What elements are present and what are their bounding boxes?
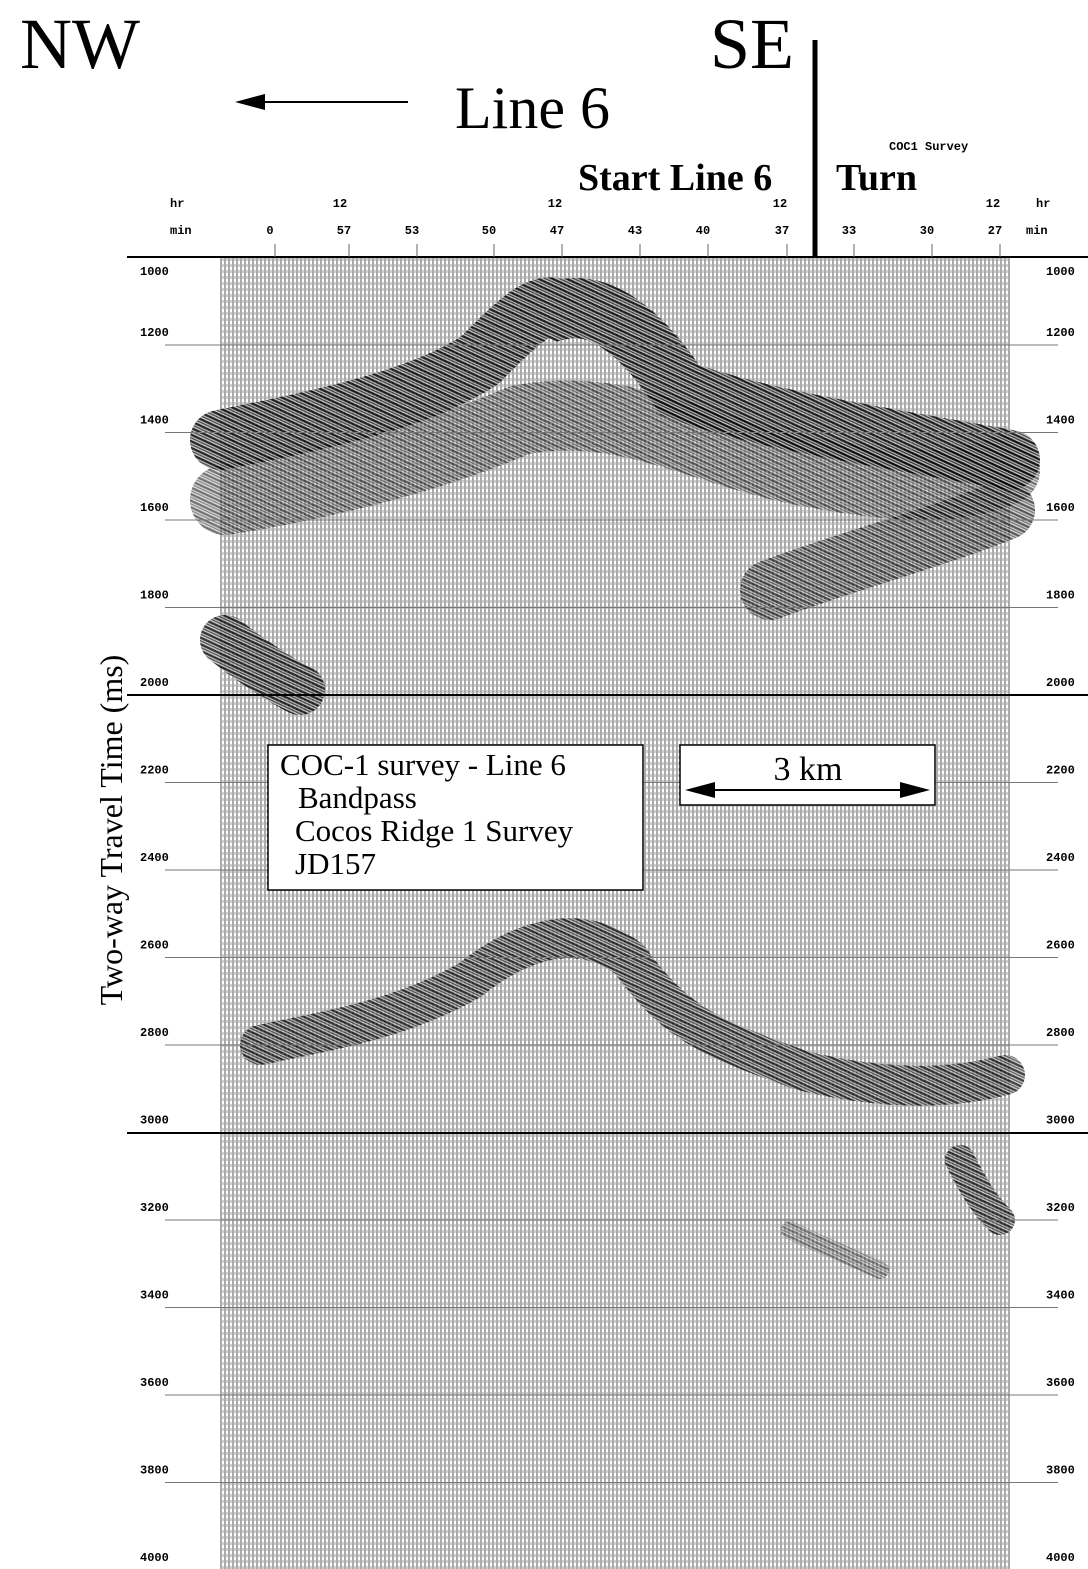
hour-label: 12 (773, 197, 787, 211)
y-tick-label: 4000 (140, 1551, 169, 1565)
scale-label: 3 km (774, 751, 843, 788)
legend-line: COC-1 survey - Line 6 (280, 747, 566, 782)
arrow-head (900, 782, 930, 798)
survey-note: COC1 Survey (889, 140, 968, 154)
line-label: Line 6 (455, 75, 610, 141)
minute-label: 50 (482, 224, 496, 238)
y-tick-label: 1600 (1046, 501, 1075, 515)
legend-box (267, 744, 644, 891)
y-tick-label: 1400 (1046, 414, 1075, 428)
reflectors (190, 277, 1040, 1279)
y-tick-label: 2600 (140, 939, 169, 953)
minute-label: 33 (842, 224, 856, 238)
y-axis: 1000 1000 1200 1200 1400 1400 1600 1600 1800 1800… (140, 265, 1075, 1565)
hour-label: 12 (986, 197, 1000, 211)
y-tick-label: 3400 (1046, 1289, 1075, 1303)
y-tick-label: 1800 (140, 589, 169, 603)
minute-label: 57 (337, 224, 351, 238)
hr-label: hr (1036, 197, 1050, 211)
y-tick-label: 4000 (1046, 1551, 1075, 1565)
y-tick-label: 2000 (140, 676, 169, 690)
y-axis-title: Two-way Travel Time (ms) (93, 655, 129, 1006)
hr-label: hr (170, 197, 184, 211)
min-label: min (1026, 224, 1048, 238)
y-tick-label: 2400 (140, 851, 169, 865)
start-label: Start Line 6 (578, 157, 772, 199)
y-tick-label: 1000 (1046, 265, 1075, 279)
y-tick-label: 3800 (140, 1464, 169, 1478)
y-tick-label: 3000 (140, 1114, 169, 1128)
minute-label: 40 (696, 224, 710, 238)
minute-label: 37 (775, 224, 789, 238)
time-axis: 12 12 12 12 0 57 53 50 47 43 40 37 33 30 27 (266, 197, 1002, 257)
minute-label: 53 (405, 224, 419, 238)
legend-line: Bandpass (298, 780, 417, 815)
legend-line: Cocos Ridge 1 Survey (295, 813, 574, 848)
y-tick-label: 3600 (1046, 1376, 1075, 1390)
y-tick-label: 3400 (140, 1289, 169, 1303)
y-tick-label: 1000 (140, 265, 169, 279)
arrow-head (235, 94, 265, 110)
y-tick-label: 2800 (1046, 1026, 1075, 1040)
turn-label: Turn (836, 157, 917, 199)
y-tick-label: 2200 (140, 764, 169, 778)
min-label: min (170, 224, 192, 238)
y-tick-label: 3200 (1046, 1201, 1075, 1215)
y-tick-label: 1400 (140, 414, 169, 428)
y-tick-label: 2800 (140, 1026, 169, 1040)
y-tick-label: 1800 (1046, 589, 1075, 603)
hour-label: 12 (333, 197, 347, 211)
y-tick-label: 2000 (1046, 676, 1075, 690)
direction-label: SE (710, 4, 794, 84)
minute-label: 43 (628, 224, 642, 238)
y-tick-label: 2200 (1046, 764, 1075, 778)
y-tick-label: 3600 (140, 1376, 169, 1390)
legend-line: JD157 (295, 846, 376, 881)
y-tick-label: 2400 (1046, 851, 1075, 865)
arrow-head (685, 782, 715, 798)
y-tick-label: 3800 (1046, 1464, 1075, 1478)
y-tick-label: 2600 (1046, 939, 1075, 953)
y-tick-label: 3200 (140, 1201, 169, 1215)
y-tick-label: 1200 (140, 326, 169, 340)
minute-label: 27 (988, 224, 1002, 238)
hour-label: 12 (548, 197, 562, 211)
minute-label: 30 (920, 224, 934, 238)
y-tick-label: 1200 (1046, 326, 1075, 340)
scale-box (679, 744, 936, 806)
y-tick-label: 3000 (1046, 1114, 1075, 1128)
grid (165, 344, 1058, 1483)
direction-label: NW (20, 4, 140, 84)
minute-label: 47 (550, 224, 564, 238)
minute-label: 0 (266, 224, 273, 238)
y-tick-label: 1600 (140, 501, 169, 515)
